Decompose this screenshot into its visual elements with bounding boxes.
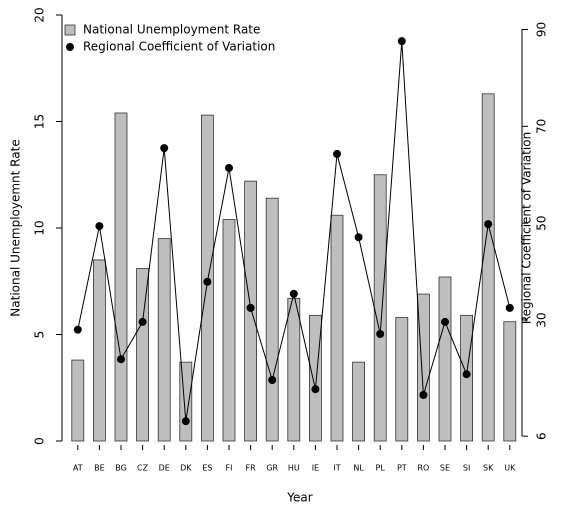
x-tick-label: PT xyxy=(397,464,407,473)
bar xyxy=(481,93,495,442)
x-axis-title: Year xyxy=(286,491,312,505)
legend-swatch xyxy=(64,24,76,36)
bar xyxy=(71,359,85,442)
point xyxy=(246,303,255,312)
bar xyxy=(416,293,430,442)
y2-tick-label: 90 xyxy=(535,22,549,37)
y2-tick-label: 30 xyxy=(535,312,549,327)
y-tick-label: 0 xyxy=(33,437,47,445)
bar xyxy=(157,238,171,442)
point xyxy=(117,355,125,364)
x-tick-label: SI xyxy=(463,464,470,473)
point xyxy=(419,391,428,400)
y2-tick-label: 50 xyxy=(535,216,549,231)
point xyxy=(138,317,147,326)
point xyxy=(333,149,341,158)
point xyxy=(397,37,406,46)
bar xyxy=(93,259,106,442)
x-tick-label: RO xyxy=(417,464,429,473)
y2-axis-title: Regional Coefficient of Variation xyxy=(520,132,534,324)
y-tick-label: 10 xyxy=(33,220,47,235)
x-tick-label: DE xyxy=(159,464,170,473)
x-tick-label: IE xyxy=(312,464,319,473)
legend-label: National Unemployment Rate xyxy=(83,23,260,37)
y-tick-label: 15 xyxy=(33,114,47,129)
y2-tick-label: 70 xyxy=(535,119,549,134)
point xyxy=(311,385,320,394)
bar xyxy=(287,297,301,442)
y-tick-label: 5 xyxy=(33,331,47,339)
x-tick-label: BG xyxy=(115,464,127,473)
x-tick-label: NL xyxy=(353,464,364,473)
point xyxy=(160,144,169,153)
y2-tick-label: 6 xyxy=(535,432,549,440)
x-tick-label: IT xyxy=(333,464,340,473)
x-tick-label: DK xyxy=(180,464,192,473)
x-tick-label: BE xyxy=(94,464,105,473)
x-tick-label: ES xyxy=(202,464,212,473)
point xyxy=(484,220,493,229)
point xyxy=(268,376,277,385)
y-axis-title: National Unemployemnt Rate xyxy=(9,139,23,316)
point xyxy=(354,233,363,242)
bar xyxy=(136,268,150,442)
y-tick-label: 20 xyxy=(33,7,47,22)
x-tick-label: SK xyxy=(483,464,494,473)
bar xyxy=(438,276,452,442)
point xyxy=(95,222,104,231)
x-tick-label: FI xyxy=(226,464,233,473)
bar xyxy=(352,361,366,442)
point xyxy=(289,289,298,298)
x-tick-label: HU xyxy=(288,464,300,473)
point xyxy=(73,325,82,334)
legend-label: Regional Coefficient of Variation xyxy=(83,40,275,54)
point xyxy=(462,370,471,379)
bar xyxy=(114,112,128,442)
legend-marker xyxy=(66,43,74,51)
point xyxy=(441,317,449,326)
bar xyxy=(330,214,344,442)
point xyxy=(376,330,385,339)
x-tick-label: SE xyxy=(440,464,450,473)
point xyxy=(181,417,190,426)
x-tick-label: FR xyxy=(246,464,257,473)
point xyxy=(225,163,233,172)
bar xyxy=(222,219,236,442)
x-tick-label: PL xyxy=(376,464,386,473)
point xyxy=(505,303,514,312)
bar xyxy=(395,317,409,442)
bar xyxy=(308,314,322,442)
x-tick-label: UK xyxy=(504,464,516,473)
bar xyxy=(373,174,387,442)
x-tick-label: AT xyxy=(73,464,83,473)
bar xyxy=(265,197,279,442)
point xyxy=(203,277,212,286)
bar xyxy=(503,321,517,442)
x-tick-label: CZ xyxy=(137,464,149,473)
x-tick-label: GR xyxy=(266,464,278,473)
